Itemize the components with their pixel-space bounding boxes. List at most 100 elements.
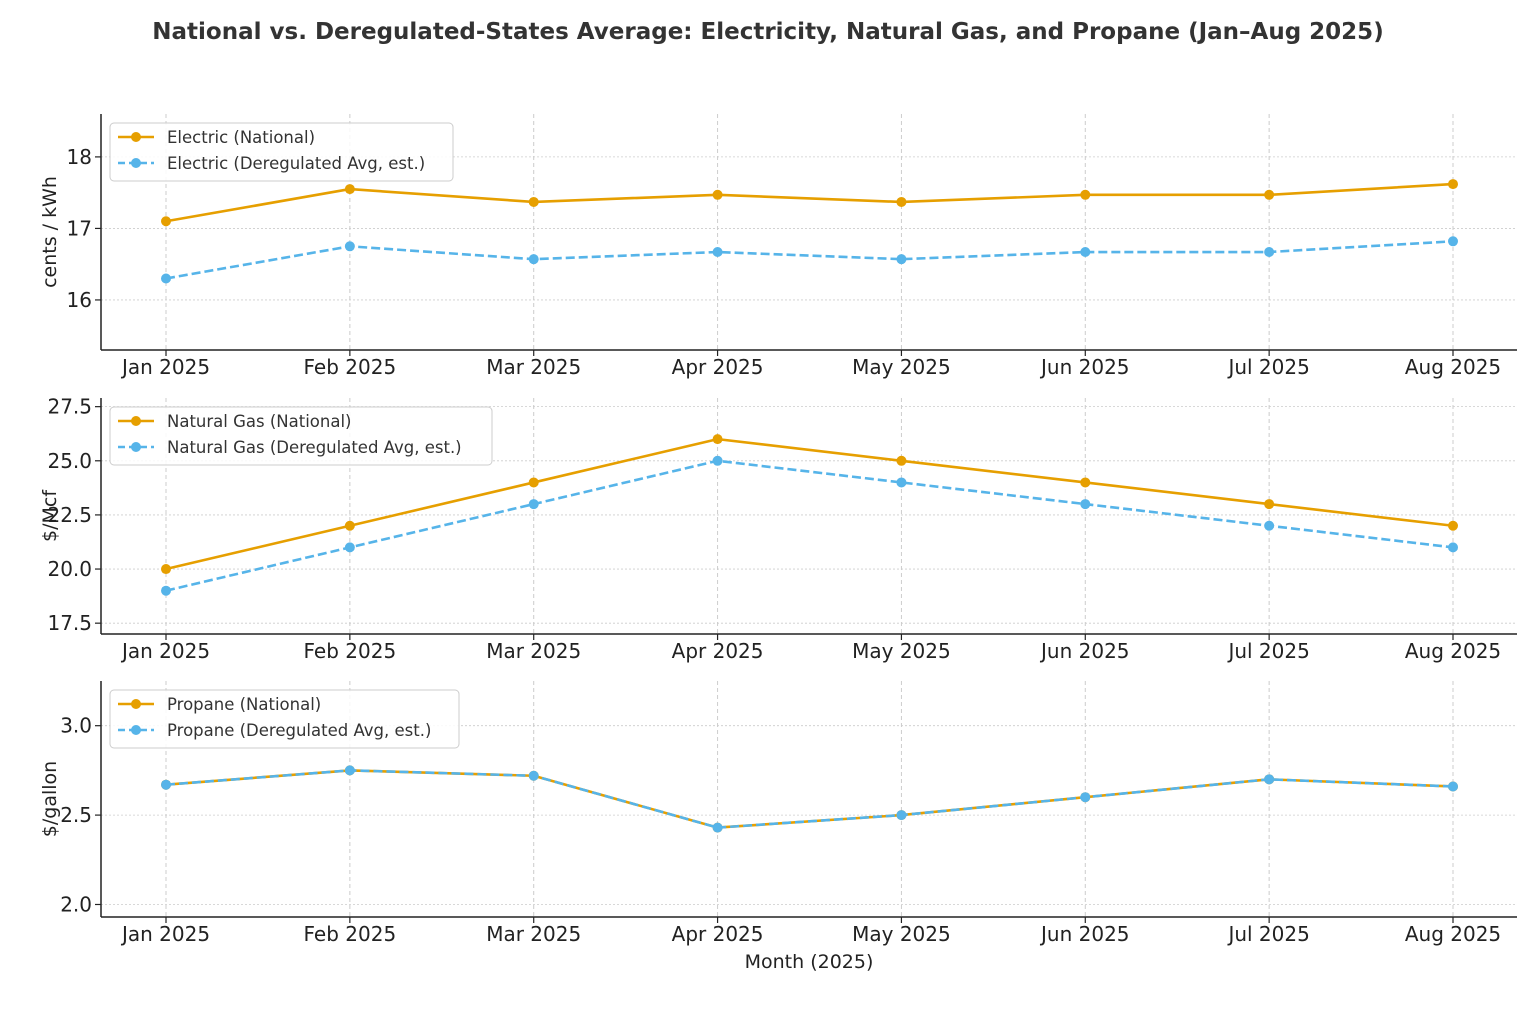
data-point (712, 434, 723, 445)
data-point (1264, 247, 1275, 258)
x-tick-label: Mar 2025 (486, 639, 581, 663)
y-tick-label: 25.0 (47, 449, 92, 473)
legend-marker (131, 158, 141, 168)
data-point (344, 184, 355, 195)
series-line (165, 239, 1454, 280)
y-tick-label: 22.5 (47, 503, 92, 527)
x-tick-label: Jul 2025 (1226, 922, 1309, 946)
data-point (712, 247, 723, 258)
data-point (161, 585, 171, 596)
y-axis-label: cents / kWh (39, 176, 61, 288)
data-point (1080, 477, 1091, 488)
legend-marker (131, 416, 141, 426)
data-point (1264, 774, 1275, 785)
data-point (1264, 520, 1275, 531)
data-point (528, 254, 539, 265)
data-point (1448, 781, 1458, 792)
legend-box (109, 406, 493, 466)
x-tick-label: Feb 2025 (304, 355, 397, 379)
data-point (1448, 179, 1458, 190)
y-tick-label: 27.5 (47, 395, 92, 419)
y-tick-label: 18 (67, 145, 92, 169)
x-tick-label: May 2025 (852, 355, 951, 379)
chart-panel-3: 2.0 2.5 3.0 Jan 2025 Feb 2025 Mar 2025 Apr 202… (39, 681, 1517, 946)
y-tick-label: 16 (67, 288, 92, 312)
data-point (528, 499, 539, 510)
series-line (165, 182, 1454, 223)
x-tick-label: Jan 2025 (120, 355, 210, 379)
data-point (161, 216, 171, 227)
legend: Propane (National) Propane (Deregulated A… (109, 689, 460, 749)
x-tick-label: Mar 2025 (486, 922, 581, 946)
data-point (1448, 542, 1458, 553)
data-point (896, 810, 907, 821)
x-tick-label: Jan 2025 (120, 639, 210, 663)
data-point (896, 254, 907, 265)
legend-label: Propane (Deregulated Avg, est.) (167, 721, 431, 740)
y-axis-label: $/gallon (39, 761, 61, 837)
x-tick-label: Jun 2025 (1039, 922, 1130, 946)
legend-box (109, 122, 454, 182)
legend-label: Propane (National) (167, 695, 321, 714)
y-tick-label: 2.0 (60, 892, 92, 916)
x-tick-label: Aug 2025 (1405, 639, 1501, 663)
legend-box (109, 689, 460, 749)
legend-marker (131, 442, 141, 452)
data-point (344, 520, 355, 531)
data-point (1080, 189, 1091, 200)
data-point (1080, 247, 1091, 258)
data-point (712, 455, 723, 466)
y-tick-label: 3.0 (60, 714, 92, 738)
series-line (165, 437, 1454, 571)
x-tick-label: Aug 2025 (1405, 922, 1501, 946)
data-point (1080, 792, 1091, 803)
data-point (896, 455, 907, 466)
x-tick-label: Jan 2025 (120, 922, 210, 946)
y-axis-label: $/Mcf (39, 489, 61, 542)
x-tick-label: Feb 2025 (304, 922, 397, 946)
data-point (1448, 236, 1458, 247)
x-tick-label: Jul 2025 (1226, 639, 1309, 663)
x-tick-label: May 2025 (852, 639, 951, 663)
data-point (1448, 520, 1458, 531)
legend-label: Electric (National) (167, 128, 315, 147)
x-tick-label: Feb 2025 (304, 639, 397, 663)
data-point (344, 765, 355, 776)
x-axis-label: Month (2025) (745, 951, 874, 973)
y-tick-label: 17 (67, 216, 92, 240)
data-point (528, 477, 539, 488)
legend-label: Natural Gas (Deregulated Avg, est.) (167, 438, 462, 457)
legend-label: Electric (Deregulated Avg, est.) (167, 154, 425, 173)
x-tick-label: Jun 2025 (1039, 639, 1130, 663)
data-point (161, 779, 171, 790)
x-tick-label: Jun 2025 (1039, 355, 1130, 379)
data-point (1080, 499, 1091, 510)
chart-panel-2: 17.5 20.0 22.5 25.0 27.5 Jan 2025 Feb 2025 Mar … (39, 395, 1517, 663)
x-tick-label: Apr 2025 (672, 639, 764, 663)
data-point (712, 822, 723, 833)
data-point (896, 196, 907, 207)
x-tick-label: Jul 2025 (1226, 355, 1309, 379)
series-line (165, 769, 1454, 829)
data-point (1264, 499, 1275, 510)
x-tick-label: Apr 2025 (672, 355, 764, 379)
legend-marker (131, 699, 141, 709)
data-point (528, 770, 539, 781)
legend: Natural Gas (National) Natural Gas (Dereg… (109, 406, 493, 466)
legend-marker (131, 132, 141, 142)
data-point (161, 273, 171, 284)
x-tick-label: Apr 2025 (672, 922, 764, 946)
chart-panel-1: 16 17 18 Jan 2025 Feb 2025 Mar 2025 Apr 2025 Ma… (39, 114, 1517, 379)
x-tick-label: Mar 2025 (486, 355, 581, 379)
y-tick-label: 20.0 (47, 557, 92, 581)
x-tick-label: May 2025 (852, 922, 951, 946)
series-line (165, 459, 1454, 592)
data-point (344, 241, 355, 252)
legend: Electric (National) Electric (Deregulated… (109, 122, 454, 182)
data-point (344, 542, 355, 553)
x-tick-label: Aug 2025 (1405, 355, 1501, 379)
data-point (1264, 189, 1275, 200)
data-point (528, 196, 539, 207)
